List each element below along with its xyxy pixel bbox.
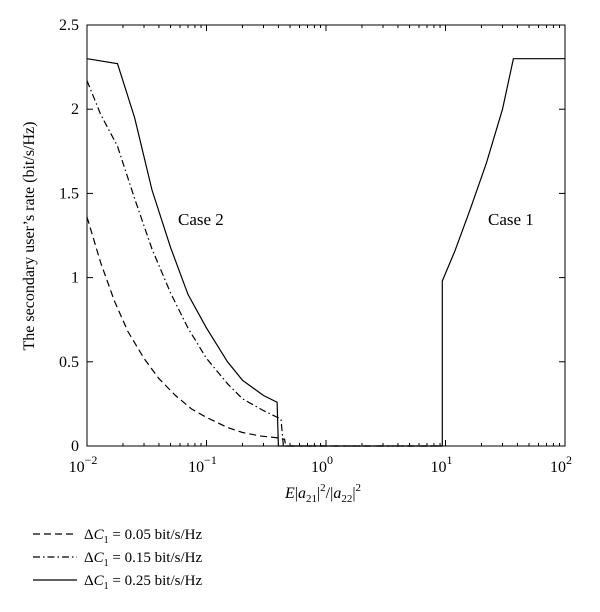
- legend-label-1: ΔC1 = 0.15 bit/s/Hz: [84, 550, 202, 569]
- series-layer: [86, 58, 565, 447]
- plot-frame: [86, 24, 566, 447]
- series-line-dashed: [86, 216, 442, 447]
- x-tick-label: 101: [431, 453, 453, 476]
- ticks-layer: 0 0.5 1 1.5 2 2.5 10−2 10−1 100 101 102: [59, 17, 572, 476]
- legend: ΔC1 = 0.05 bit/s/Hz ΔC1 = 0.15 bit/s/Hz …: [33, 527, 202, 592]
- legend-label-2: ΔC1 = 0.25 bit/s/Hz: [84, 573, 202, 592]
- y-tick-label: 1: [71, 270, 79, 287]
- y-tick-label: 2: [71, 101, 79, 118]
- x-tick-label: 100: [311, 453, 333, 476]
- y-axis-title: The secondary user’s rate (bit/s/Hz): [21, 122, 38, 351]
- x-tick-label: 102: [550, 453, 572, 476]
- y-tick-label: 1.5: [59, 185, 79, 202]
- series-line-dashdot: [86, 80, 442, 447]
- case2-annotation: Case 2: [178, 210, 224, 229]
- x-tick-label: 10−1: [188, 453, 217, 476]
- y-tick-label: 2.5: [59, 17, 79, 34]
- x-axis-title: E|a21|2/|a22|2: [284, 482, 361, 505]
- x-tick-label: 10−2: [69, 453, 98, 476]
- y-tick-label: 0: [71, 438, 79, 455]
- y-tick-label: 0.5: [59, 354, 79, 371]
- series-line-solid: [86, 58, 565, 447]
- case1-annotation: Case 1: [488, 210, 534, 229]
- legend-label-0: ΔC1 = 0.05 bit/s/Hz: [84, 527, 202, 546]
